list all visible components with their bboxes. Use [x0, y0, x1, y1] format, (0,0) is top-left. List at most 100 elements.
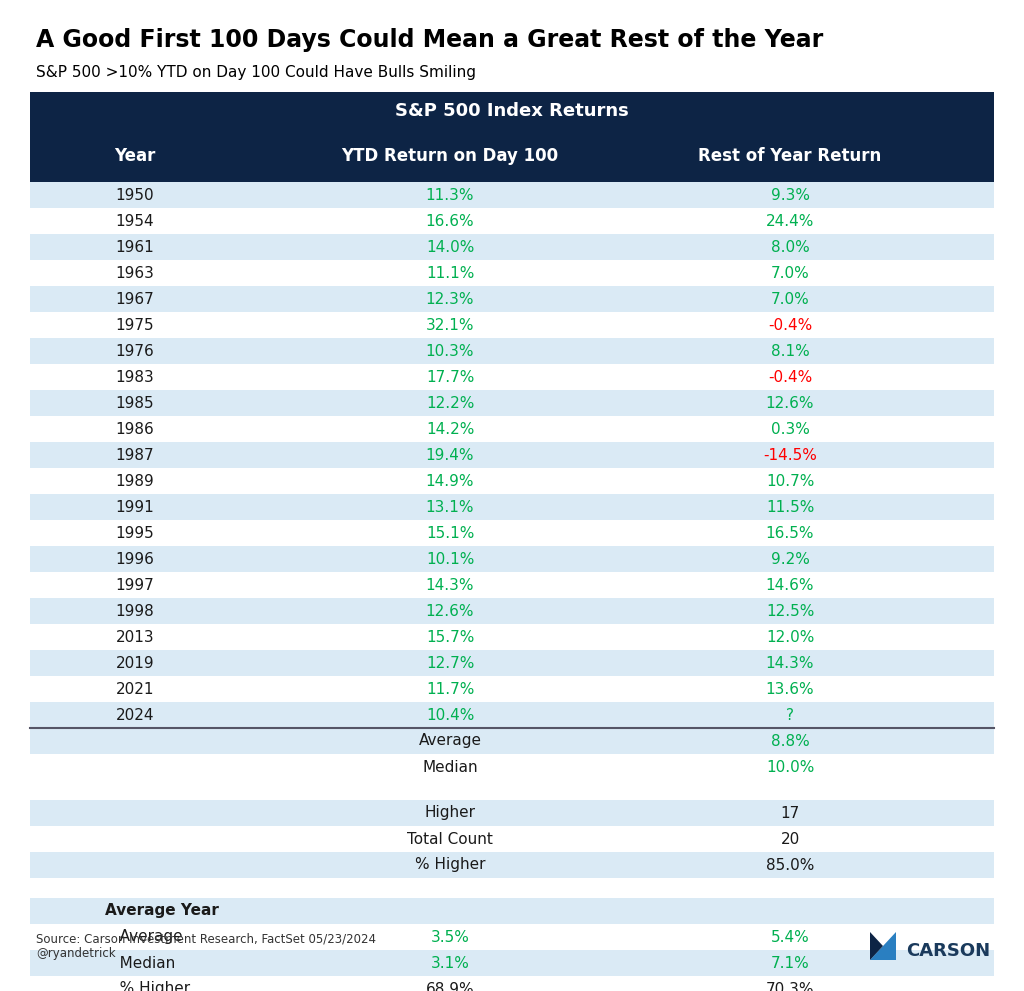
Text: 16.6%: 16.6%	[426, 213, 474, 229]
Text: -0.4%: -0.4%	[768, 317, 812, 333]
Bar	[30, 800, 994, 826]
Text: Average: Average	[419, 733, 481, 748]
Bar	[30, 286, 994, 312]
Bar	[30, 754, 994, 780]
Text: Median: Median	[105, 955, 175, 970]
Text: 1961: 1961	[116, 240, 155, 255]
Text: 11.5%: 11.5%	[766, 499, 814, 514]
Text: 11.1%: 11.1%	[426, 266, 474, 280]
Text: -14.5%: -14.5%	[763, 448, 817, 463]
Text: 1997: 1997	[116, 578, 155, 593]
Text: 11.3%: 11.3%	[426, 187, 474, 202]
Text: 17.7%: 17.7%	[426, 370, 474, 385]
Text: Year: Year	[115, 147, 156, 165]
Text: 1985: 1985	[116, 395, 155, 410]
Text: 14.3%: 14.3%	[766, 655, 814, 671]
Text: 3.5%: 3.5%	[430, 930, 469, 944]
Bar	[30, 702, 994, 728]
Bar	[30, 182, 994, 208]
Text: 1975: 1975	[116, 317, 155, 333]
Text: 9.2%: 9.2%	[771, 552, 809, 567]
Polygon shape	[870, 932, 896, 960]
Bar	[30, 312, 994, 338]
Text: Average Year: Average Year	[105, 904, 219, 919]
Bar	[30, 728, 994, 754]
Bar	[30, 364, 994, 390]
Text: S&P 500 Index Returns: S&P 500 Index Returns	[395, 102, 629, 120]
Text: 1976: 1976	[116, 344, 155, 359]
Text: 1986: 1986	[116, 421, 155, 436]
Text: 15.7%: 15.7%	[426, 629, 474, 644]
Bar	[30, 468, 994, 494]
Text: 1996: 1996	[116, 552, 155, 567]
Bar	[30, 338, 994, 364]
Text: 14.3%: 14.3%	[426, 578, 474, 593]
Text: 12.3%: 12.3%	[426, 291, 474, 306]
Text: 24.4%: 24.4%	[766, 213, 814, 229]
Bar	[30, 416, 994, 442]
Text: A Good First 100 Days Could Mean a Great Rest of the Year: A Good First 100 Days Could Mean a Great…	[36, 28, 823, 52]
Bar	[30, 624, 994, 650]
Text: 10.7%: 10.7%	[766, 474, 814, 489]
Bar	[30, 130, 994, 182]
Text: 13.1%: 13.1%	[426, 499, 474, 514]
Bar	[30, 442, 994, 468]
Bar	[30, 924, 994, 950]
Text: S&P 500 >10% YTD on Day 100 Could Have Bulls Smiling: S&P 500 >10% YTD on Day 100 Could Have B…	[36, 65, 476, 80]
Text: Rest of Year Return: Rest of Year Return	[698, 147, 882, 165]
Text: 1991: 1991	[116, 499, 155, 514]
Text: 12.0%: 12.0%	[766, 629, 814, 644]
Text: 7.0%: 7.0%	[771, 291, 809, 306]
Text: Average: Average	[105, 930, 182, 944]
Bar	[30, 950, 994, 976]
Bar	[30, 976, 994, 991]
Text: Higher: Higher	[425, 806, 475, 821]
Text: 1989: 1989	[116, 474, 155, 489]
Text: 20: 20	[780, 831, 800, 846]
Text: 10.3%: 10.3%	[426, 344, 474, 359]
Text: 9.3%: 9.3%	[770, 187, 810, 202]
Text: 1998: 1998	[116, 604, 155, 618]
Text: 8.8%: 8.8%	[771, 733, 809, 748]
Text: 12.6%: 12.6%	[766, 395, 814, 410]
Text: 8.1%: 8.1%	[771, 344, 809, 359]
Bar	[30, 598, 994, 624]
Text: Median: Median	[422, 759, 478, 775]
Text: % Higher: % Higher	[105, 981, 190, 991]
Text: 19.4%: 19.4%	[426, 448, 474, 463]
Text: 2013: 2013	[116, 629, 155, 644]
Text: 10.1%: 10.1%	[426, 552, 474, 567]
Text: 10.0%: 10.0%	[766, 759, 814, 775]
Text: 8.0%: 8.0%	[771, 240, 809, 255]
Text: Total Count: Total Count	[408, 831, 493, 846]
Text: 1963: 1963	[116, 266, 155, 280]
Text: 0.3%: 0.3%	[771, 421, 809, 436]
Text: 2021: 2021	[116, 682, 155, 697]
Text: 2024: 2024	[116, 708, 155, 722]
Text: 68.9%: 68.9%	[426, 981, 474, 991]
Text: 12.5%: 12.5%	[766, 604, 814, 618]
Bar	[30, 650, 994, 676]
Bar	[30, 572, 994, 598]
Text: 14.2%: 14.2%	[426, 421, 474, 436]
Text: 32.1%: 32.1%	[426, 317, 474, 333]
Text: 14.6%: 14.6%	[766, 578, 814, 593]
Text: 12.6%: 12.6%	[426, 604, 474, 618]
Bar	[30, 234, 994, 260]
Text: -0.4%: -0.4%	[768, 370, 812, 385]
Text: 5.4%: 5.4%	[771, 930, 809, 944]
Text: 13.6%: 13.6%	[766, 682, 814, 697]
Text: 1983: 1983	[116, 370, 155, 385]
Text: 1967: 1967	[116, 291, 155, 306]
Text: 14.0%: 14.0%	[426, 240, 474, 255]
Bar	[30, 826, 994, 852]
Text: 70.3%: 70.3%	[766, 981, 814, 991]
Text: 17: 17	[780, 806, 800, 821]
Text: 10.4%: 10.4%	[426, 708, 474, 722]
Bar	[30, 390, 994, 416]
Text: Source: Carson Investment Research, FactSet 05/23/2024
@ryandetrick: Source: Carson Investment Research, Fact…	[36, 932, 376, 960]
Polygon shape	[870, 932, 883, 960]
Text: 3.1%: 3.1%	[430, 955, 469, 970]
Text: 11.7%: 11.7%	[426, 682, 474, 697]
Text: YTD Return on Day 100: YTD Return on Day 100	[341, 147, 558, 165]
